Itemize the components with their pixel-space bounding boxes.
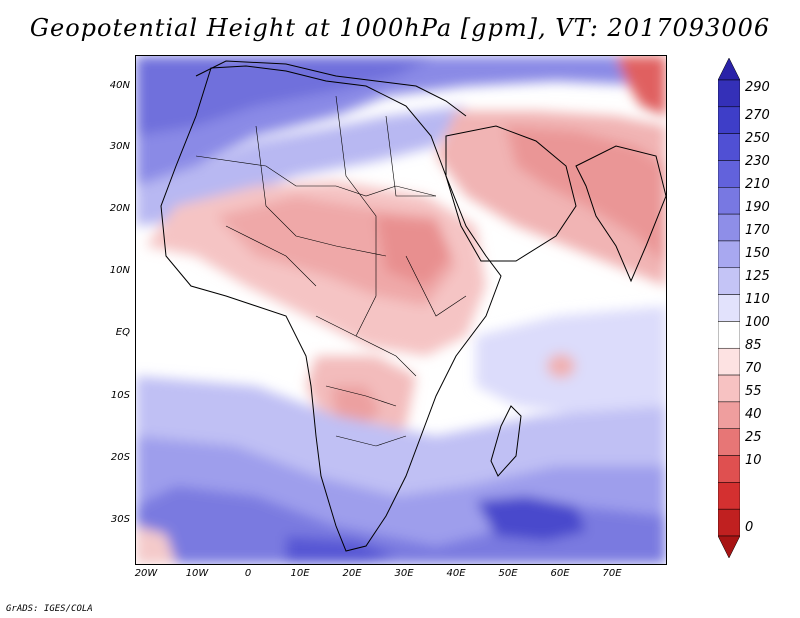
colorbar-label: 290 — [745, 80, 770, 95]
lon-label: 30E — [394, 568, 414, 579]
colorbar-label: 170 — [745, 223, 770, 238]
colorbar-swatch — [718, 294, 740, 322]
colorbar-label: 25 — [745, 430, 762, 445]
colorbar-swatch — [718, 106, 740, 134]
lat-label: 40N — [109, 80, 130, 91]
colorbar-swatch — [718, 508, 740, 537]
map-title: Geopotential Height at 1000hPa [gpm], VT… — [29, 14, 771, 42]
colorbar-label: 0 — [745, 520, 754, 535]
colorbar-swatch — [718, 58, 740, 81]
lat-label: 10S — [110, 390, 130, 401]
colorbar-label: 40 — [745, 407, 762, 422]
lon-label: 50E — [498, 568, 518, 579]
colorbar-swatch — [718, 79, 740, 108]
colorbar-swatch — [718, 213, 740, 242]
colorbar-swatch — [718, 428, 740, 456]
colorbar-label: 100 — [745, 315, 770, 330]
lat-label: 30N — [109, 141, 130, 152]
colorbar-label: 70 — [745, 361, 762, 376]
colorbar-label: 270 — [745, 108, 770, 123]
lon-label: 10E — [290, 568, 310, 579]
colorbar-label: 125 — [745, 269, 770, 284]
colorbar-label: 10 — [745, 453, 762, 468]
colorbar-label: 85 — [745, 338, 762, 353]
colorbar-swatch — [718, 535, 740, 558]
lat-label: 10N — [109, 265, 130, 276]
colorbar-swatch — [718, 321, 740, 349]
lon-label: 40E — [446, 568, 466, 579]
geopotential-map — [136, 56, 666, 564]
colorbar-swatch — [718, 374, 740, 403]
lat-label: EQ — [115, 327, 130, 338]
map-panel — [135, 55, 667, 565]
colorbar-label: 250 — [745, 131, 770, 146]
colorbar-swatch — [718, 401, 740, 429]
lon-label: 60E — [550, 568, 570, 579]
lon-label: 20W — [134, 568, 158, 579]
height-field — [136, 56, 666, 564]
lat-label: 20S — [110, 452, 130, 463]
lon-label: 70E — [602, 568, 622, 579]
colorbar-swatch — [718, 133, 740, 161]
lon-label: 10W — [185, 568, 209, 579]
credit-text: GrADS: IGES/COLA — [6, 604, 93, 614]
colorbar-swatch — [718, 187, 740, 215]
borders — [195, 95, 467, 447]
lat-label: 20N — [109, 203, 130, 214]
colorbar-label: 55 — [745, 384, 762, 399]
colorbar-swatch — [718, 482, 740, 510]
colorbar-swatch — [718, 347, 740, 376]
coastlines — [160, 60, 666, 552]
colorbar-label: 150 — [745, 246, 770, 261]
colorbar-swatch — [718, 240, 740, 269]
colorbar-swatch — [718, 160, 740, 188]
colorbar-swatch — [718, 455, 740, 483]
colorbar-label: 230 — [745, 154, 770, 169]
lon-label: 0 — [244, 568, 252, 579]
colorbar-swatch — [718, 267, 740, 295]
colorbar-label: 110 — [745, 292, 770, 307]
colorbar-label: 190 — [745, 200, 770, 215]
lat-label: 30S — [110, 514, 130, 525]
lon-label: 20E — [342, 568, 362, 579]
colorbar-label: 210 — [745, 177, 770, 192]
colorbar — [718, 58, 740, 558]
